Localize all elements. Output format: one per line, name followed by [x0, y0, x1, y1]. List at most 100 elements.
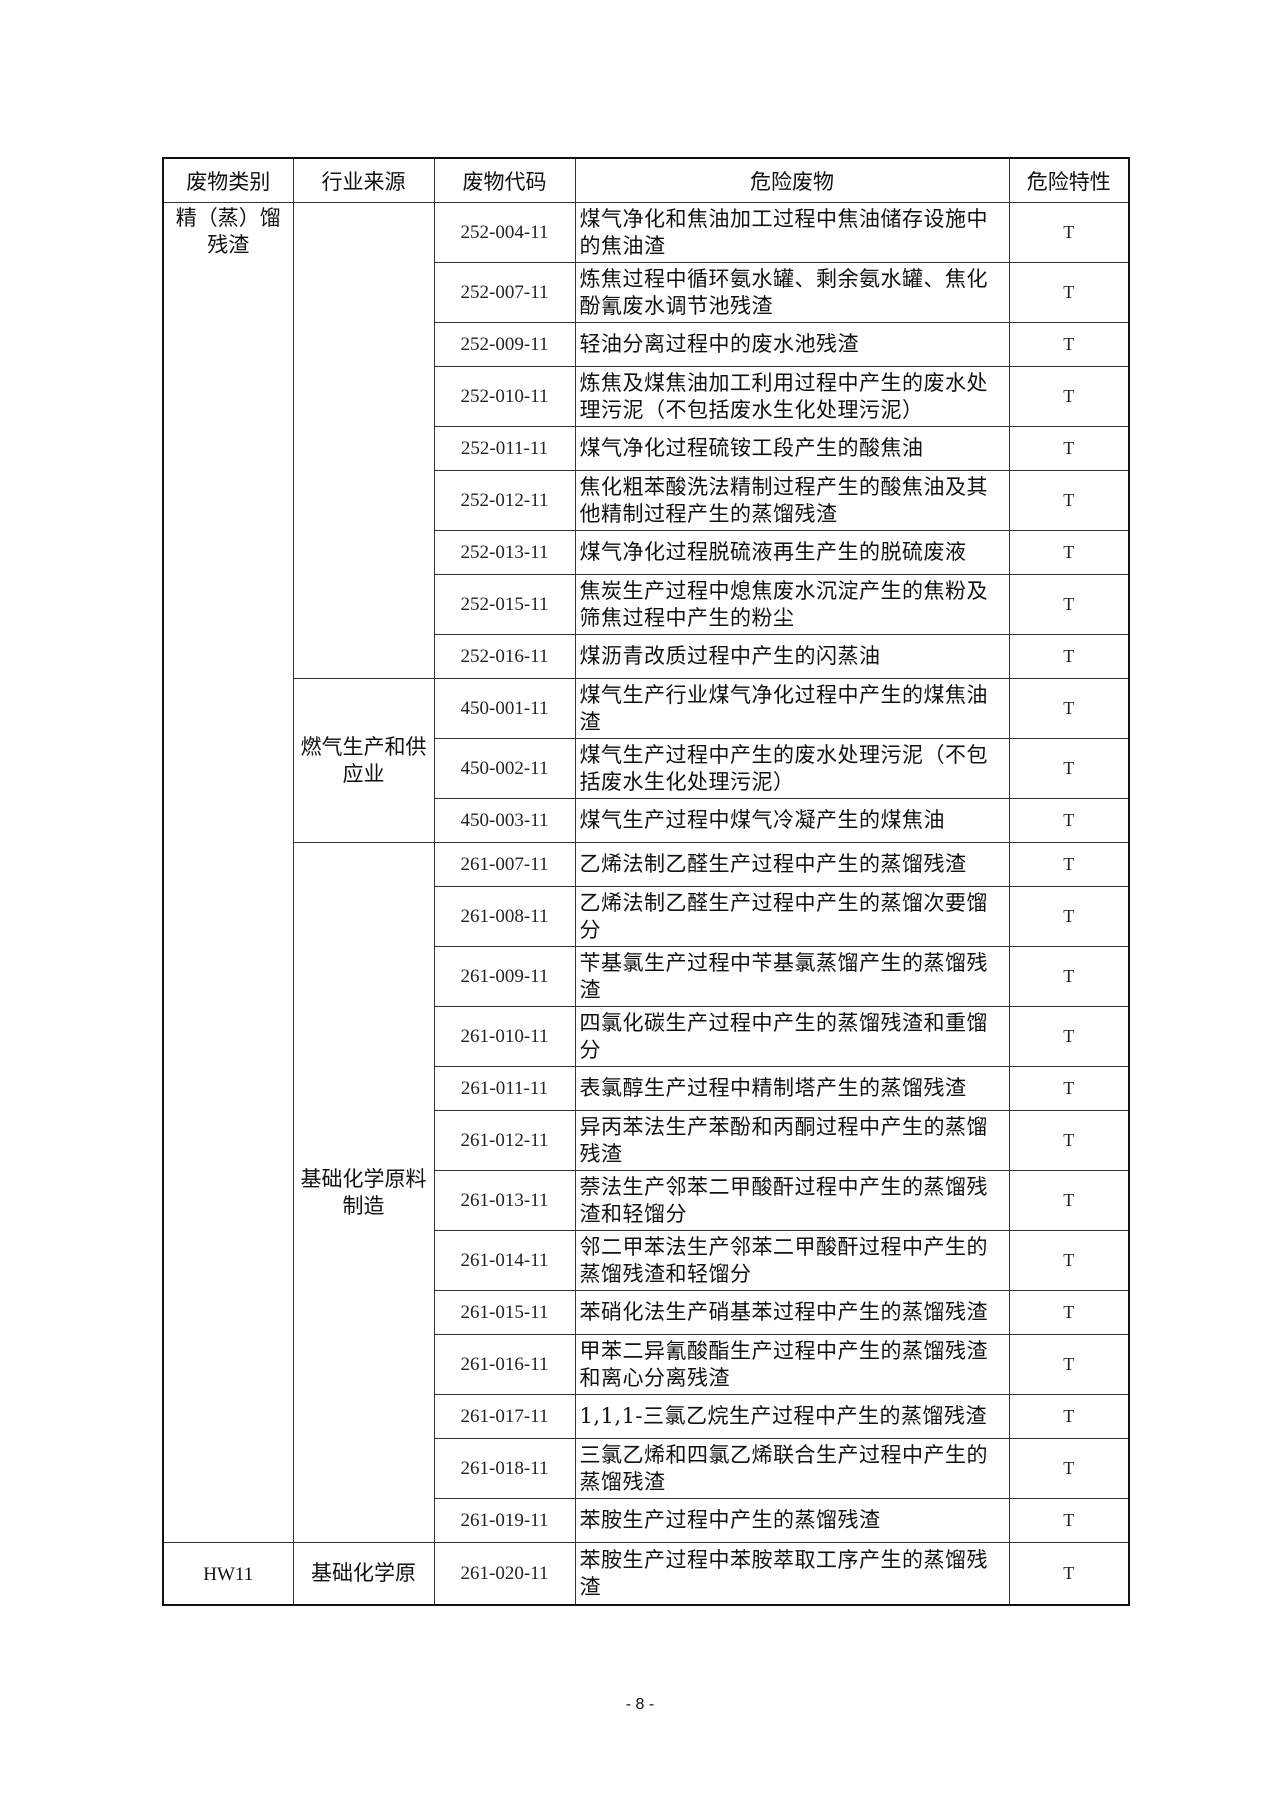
- waste-code-cell: 261-007-11: [433, 842, 576, 887]
- table-row: 261-009-11 苄基氯生产过程中苄基氯蒸馏产生的蒸馏残渣 T: [163, 946, 1130, 1007]
- waste-code-cell: 252-013-11: [433, 530, 576, 575]
- hazard-property-cell: T: [1008, 886, 1130, 947]
- hazardous-waste-cell: 煤气生产过程中产生的废水处理污泥（不包括废水生化处理污泥）: [574, 738, 1010, 799]
- header-waste-code: 废物代码: [433, 157, 576, 203]
- table-row: 450-002-11 煤气生产过程中产生的废水处理污泥（不包括废水生化处理污泥） T: [163, 738, 1130, 799]
- waste-code-cell: 450-003-11: [433, 798, 576, 843]
- waste-code-cell: 261-015-11: [433, 1290, 576, 1335]
- hazardous-waste-cell: 苄基氯生产过程中苄基氯蒸馏产生的蒸馏残渣: [574, 946, 1010, 1007]
- waste-code-cell: 252-016-11: [433, 634, 576, 679]
- hazard-property-cell: T: [1008, 1438, 1130, 1499]
- waste-code-cell: 252-009-11: [433, 322, 576, 367]
- table-row: 252-011-11 煤气净化过程硫铵工段产生的酸焦油 T: [163, 426, 1130, 471]
- hazardous-waste-cell: 煤气生产过程中煤气冷凝产生的煤焦油: [574, 798, 1010, 843]
- hazardous-waste-cell: 邻二甲苯法生产邻苯二甲酸酐过程中产生的蒸馏残渣和轻馏分: [574, 1230, 1010, 1291]
- hazard-property-cell: T: [1008, 1542, 1130, 1606]
- header-waste-category: 废物类别: [162, 157, 294, 203]
- hazardous-waste-table: 废物类别 行业来源 废物代码 危险废物 危险特性 精（蒸）馏残渣 252-004-…: [162, 157, 1130, 1606]
- hazardous-waste-cell: 苯硝化法生产硝基苯过程中产生的蒸馏残渣: [574, 1290, 1010, 1335]
- hazard-property-cell: T: [1008, 678, 1130, 739]
- header-industry-source: 行业来源: [292, 157, 435, 203]
- hazardous-waste-cell: 三氯乙烯和四氯乙烯联合生产过程中产生的蒸馏残渣: [574, 1438, 1010, 1499]
- waste-category-cell: HW11: [162, 1542, 294, 1606]
- hazard-property-cell: T: [1008, 798, 1130, 843]
- hazard-property-cell: T: [1008, 738, 1130, 799]
- industry-source-cell: 基础化学原料制造: [292, 842, 435, 1543]
- hazardous-waste-cell: 煤气生产行业煤气净化过程中产生的煤焦油渣: [574, 678, 1010, 739]
- table-row: 261-013-11 萘法生产邻苯二甲酸酐过程中产生的蒸馏残渣和轻馏分 T: [163, 1170, 1130, 1231]
- table-row: 261-017-11 1,1,1-三氯乙烷生产过程中产生的蒸馏残渣 T: [163, 1394, 1130, 1439]
- hazard-property-cell: T: [1008, 426, 1130, 471]
- table-row: HW11 基础化学原 261-020-11 苯胺生产过程中苯胺萃取工序产生的蒸馏残渣 T: [162, 1542, 1130, 1606]
- table-row: 252-010-11 炼焦及煤焦油加工利用过程中产生的废水处理污泥（不包括废水生化…: [163, 366, 1130, 427]
- hazardous-waste-cell: 乙烯法制乙醛生产过程中产生的蒸馏次要馏分: [574, 886, 1010, 947]
- waste-code-cell: 450-002-11: [433, 738, 576, 799]
- table-row: 252-016-11 煤沥青改质过程中产生的闪蒸油 T: [163, 634, 1130, 679]
- hazardous-waste-cell: 表氯醇生产过程中精制塔产生的蒸馏残渣: [574, 1066, 1010, 1111]
- table-row: 261-014-11 邻二甲苯法生产邻苯二甲酸酐过程中产生的蒸馏残渣和轻馏分 T: [163, 1230, 1130, 1291]
- hazardous-waste-cell: 四氯化碳生产过程中产生的蒸馏残渣和重馏分: [574, 1006, 1010, 1067]
- hazard-property-cell: T: [1008, 530, 1130, 575]
- table-row: 261-015-11 苯硝化法生产硝基苯过程中产生的蒸馏残渣 T: [163, 1290, 1130, 1335]
- table-row: 252-013-11 煤气净化过程脱硫液再生产生的脱硫废液 T: [163, 530, 1130, 575]
- table-row: 基础化学原料制造 261-007-11 乙烯法制乙醛生产过程中产生的蒸馏残渣 T: [163, 842, 1130, 1543]
- waste-code-cell: 252-004-11: [433, 202, 576, 263]
- waste-code-cell: 252-010-11: [433, 366, 576, 427]
- hazardous-waste-cell: 轻油分离过程中的废水池残渣: [574, 322, 1010, 367]
- waste-code-cell: 261-012-11: [433, 1110, 576, 1171]
- hazard-property-cell: T: [1008, 1394, 1130, 1439]
- hazardous-waste-cell: 甲苯二异氰酸酯生产过程中产生的蒸馏残渣和离心分离残渣: [574, 1334, 1010, 1395]
- hazardous-waste-cell: 煤气净化过程脱硫液再生产生的脱硫废液: [574, 530, 1010, 575]
- hazard-property-cell: T: [1008, 1170, 1130, 1231]
- table-row: 261-019-11 苯胺生产过程中产生的蒸馏残渣 T: [163, 1498, 1130, 1543]
- hazardous-waste-cell: 异丙苯法生产苯酚和丙酮过程中产生的蒸馏残渣: [574, 1110, 1010, 1171]
- table-row: 261-010-11 四氯化碳生产过程中产生的蒸馏残渣和重馏分 T: [163, 1006, 1130, 1067]
- hazard-property-cell: T: [1008, 574, 1130, 635]
- hazard-property-cell: T: [1008, 262, 1130, 323]
- waste-code-cell: 261-008-11: [433, 886, 576, 947]
- waste-code-cell: 261-013-11: [433, 1170, 576, 1231]
- header-hazardous-waste: 危险废物: [574, 157, 1010, 203]
- hazard-property-cell: T: [1008, 842, 1130, 887]
- hazardous-waste-cell: 煤气净化和焦油加工过程中焦油储存设施中的焦油渣: [574, 202, 1010, 263]
- table-row: 252-012-11 焦化粗苯酸洗法精制过程产生的酸焦油及其他精制过程产生的蒸馏残…: [163, 470, 1130, 531]
- hazard-property-cell: T: [1008, 366, 1130, 427]
- hazardous-waste-cell: 乙烯法制乙醛生产过程中产生的蒸馏残渣: [574, 842, 1010, 887]
- table-row: 252-015-11 焦炭生产过程中熄焦废水沉淀产生的焦粉及筛焦过程中产生的粉尘 T: [163, 574, 1130, 635]
- waste-code-cell: 261-019-11: [433, 1498, 576, 1543]
- table-header-row: 废物类别 行业来源 废物代码 危险废物 危险特性: [162, 157, 1130, 203]
- hazardous-waste-cell: 焦炭生产过程中熄焦废水沉淀产生的焦粉及筛焦过程中产生的粉尘: [574, 574, 1010, 635]
- waste-code-cell: 261-018-11: [433, 1438, 576, 1499]
- waste-code-cell: 252-011-11: [433, 426, 576, 471]
- hazard-property-cell: T: [1008, 202, 1130, 263]
- hazardous-waste-cell: 炼焦过程中循环氨水罐、剩余氨水罐、焦化酚氰废水调节池残渣: [574, 262, 1010, 323]
- hazard-property-cell: T: [1008, 1110, 1130, 1171]
- waste-code-cell: 261-009-11: [433, 946, 576, 1007]
- hazardous-waste-cell: 煤沥青改质过程中产生的闪蒸油: [574, 634, 1010, 679]
- industry-source-cell: [292, 202, 435, 679]
- hazardous-waste-cell: 萘法生产邻苯二甲酸酐过程中产生的蒸馏残渣和轻馏分: [574, 1170, 1010, 1231]
- waste-code-cell: 261-016-11: [433, 1334, 576, 1395]
- industry-source-cell: 基础化学原: [292, 1542, 435, 1606]
- hazardous-waste-cell: 1,1,1-三氯乙烷生产过程中产生的蒸馏残渣: [574, 1394, 1010, 1439]
- table-row: 精（蒸）馏残渣 252-004-11 煤气净化和焦油加工过程中焦油储存设施中的焦油渣…: [162, 202, 1130, 1543]
- hazard-property-cell: T: [1008, 1006, 1130, 1067]
- hazardous-waste-cell: 苯胺生产过程中产生的蒸馏残渣: [574, 1498, 1010, 1543]
- hazard-property-cell: T: [1008, 470, 1130, 531]
- waste-category-cell: 精（蒸）馏残渣: [162, 202, 294, 1543]
- hazard-property-cell: T: [1008, 1230, 1130, 1291]
- hazardous-waste-cell: 苯胺生产过程中苯胺萃取工序产生的蒸馏残渣: [574, 1542, 1010, 1606]
- hazard-property-cell: T: [1008, 322, 1130, 367]
- waste-code-cell: 261-014-11: [433, 1230, 576, 1291]
- header-hazard-property: 危险特性: [1008, 157, 1130, 203]
- table-row: 261-008-11 乙烯法制乙醛生产过程中产生的蒸馏次要馏分 T: [163, 886, 1130, 947]
- hazard-property-cell: T: [1008, 1498, 1130, 1543]
- page-number: - 8 -: [625, 1696, 655, 1713]
- waste-code-cell: 252-015-11: [433, 574, 576, 635]
- hazard-property-cell: T: [1008, 1066, 1130, 1111]
- industry-source-cell: 燃气生产和供应业: [292, 678, 435, 843]
- hazardous-waste-cell: 炼焦及煤焦油加工利用过程中产生的废水处理污泥（不包括废水生化处理污泥）: [574, 366, 1010, 427]
- hazard-property-cell: T: [1008, 634, 1130, 679]
- table-row: 252-009-11 轻油分离过程中的废水池残渣 T: [163, 322, 1130, 367]
- table-row: 燃气生产和供应业 450-001-11 煤气生产行业煤气净化过程中产生的煤焦油渣 T: [163, 678, 1130, 843]
